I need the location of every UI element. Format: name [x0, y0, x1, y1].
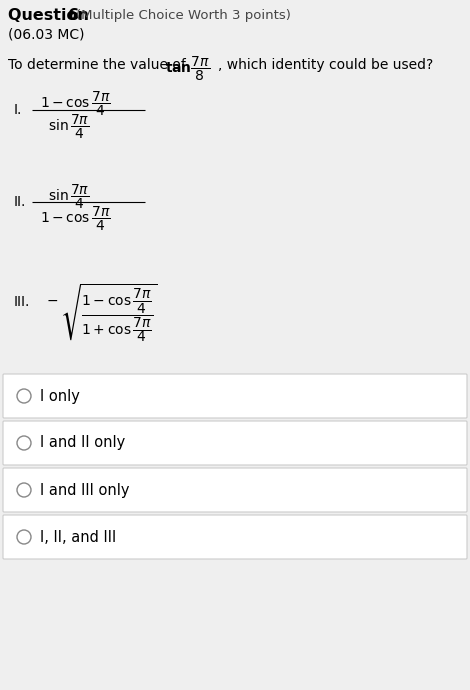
Text: (06.03 MC): (06.03 MC) — [8, 28, 85, 42]
Text: III.: III. — [14, 295, 31, 309]
Circle shape — [17, 389, 31, 403]
Text: I and II only: I and II only — [40, 435, 125, 451]
Text: $\sin\dfrac{7\pi}{4}$: $\sin\dfrac{7\pi}{4}$ — [48, 183, 89, 211]
Circle shape — [17, 530, 31, 544]
FancyBboxPatch shape — [3, 468, 467, 512]
Text: 6: 6 — [68, 8, 79, 23]
Text: I and III only: I and III only — [40, 482, 130, 497]
Text: $\sin\dfrac{7\pi}{4}$: $\sin\dfrac{7\pi}{4}$ — [48, 113, 89, 141]
Text: II.: II. — [14, 195, 26, 209]
Text: $\mathbf{tan}\dfrac{7\pi}{8}$: $\mathbf{tan}\dfrac{7\pi}{8}$ — [165, 55, 210, 83]
Text: I, II, and III: I, II, and III — [40, 529, 116, 544]
Text: , which identity could be used?: , which identity could be used? — [218, 58, 433, 72]
Circle shape — [17, 436, 31, 450]
FancyBboxPatch shape — [3, 515, 467, 559]
Text: $\sqrt{\dfrac{1-\cos\dfrac{7\pi}{4}}{1+\cos\dfrac{7\pi}{4}}}$: $\sqrt{\dfrac{1-\cos\dfrac{7\pi}{4}}{1+\… — [60, 282, 157, 344]
Text: $1-\cos\dfrac{7\pi}{4}$: $1-\cos\dfrac{7\pi}{4}$ — [40, 90, 111, 119]
Text: $1-\cos\dfrac{7\pi}{4}$: $1-\cos\dfrac{7\pi}{4}$ — [40, 205, 111, 233]
FancyBboxPatch shape — [3, 421, 467, 465]
Text: I.: I. — [14, 103, 23, 117]
Text: $-$: $-$ — [46, 293, 58, 307]
Text: To determine the value of: To determine the value of — [8, 58, 190, 72]
Text: (Multiple Choice Worth 3 points): (Multiple Choice Worth 3 points) — [76, 9, 291, 22]
Circle shape — [17, 483, 31, 497]
Text: Question: Question — [8, 8, 94, 23]
FancyBboxPatch shape — [3, 374, 467, 418]
Text: I only: I only — [40, 388, 80, 404]
